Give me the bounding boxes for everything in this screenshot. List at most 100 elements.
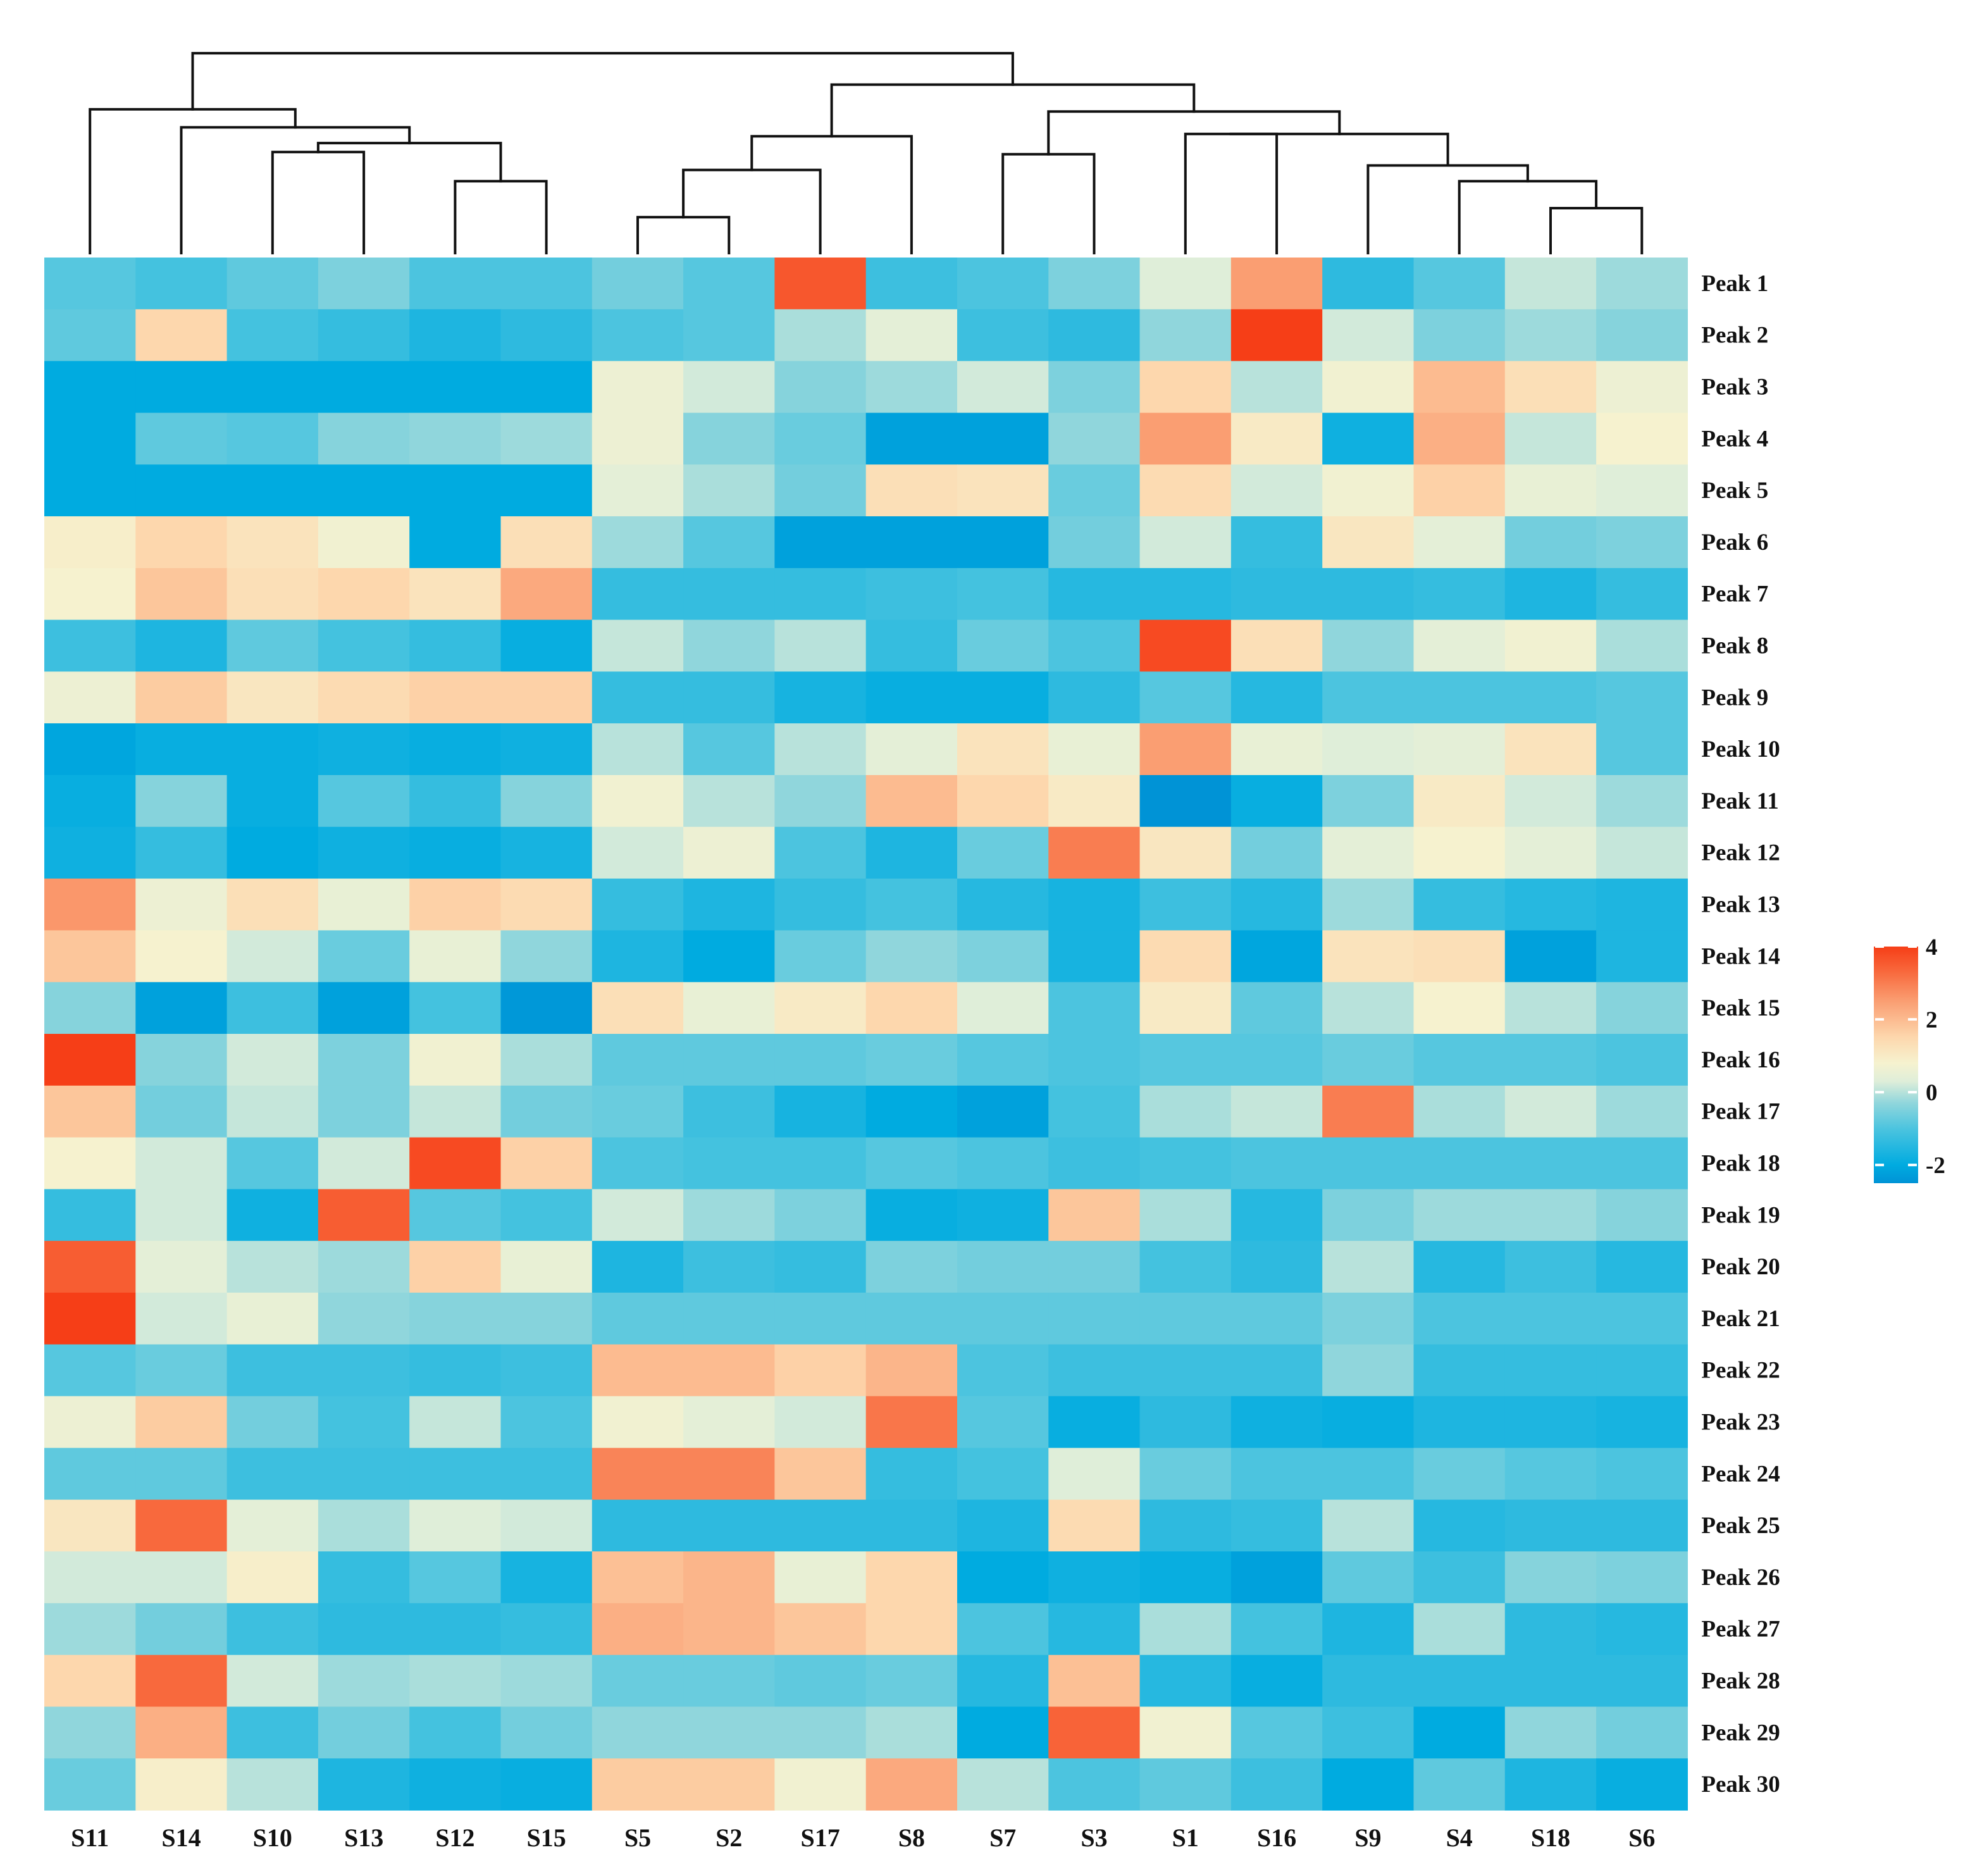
heatmap-cell xyxy=(774,1500,867,1552)
heatmap-cell xyxy=(1322,1137,1415,1190)
heatmap-cell xyxy=(1048,723,1141,776)
heatmap-cell xyxy=(1596,1344,1688,1397)
heatmap-cell xyxy=(135,258,228,310)
row-label: Peak 19 xyxy=(1701,1202,1780,1228)
dendrogram-branch xyxy=(1366,164,1529,254)
row-label: Peak 26 xyxy=(1701,1565,1780,1591)
heatmap-cell xyxy=(409,1344,502,1397)
heatmap-cell xyxy=(135,775,228,828)
heatmap-cell xyxy=(226,826,319,879)
heatmap-cell xyxy=(1139,878,1232,931)
heatmap-cell xyxy=(1413,1448,1506,1500)
heatmap-cell xyxy=(1596,1706,1688,1759)
heatmap-cell xyxy=(1596,1551,1688,1604)
heatmap-cell xyxy=(683,309,775,362)
heatmap-cell xyxy=(592,930,684,983)
heatmap-cell xyxy=(1139,1293,1232,1345)
heatmap-cell xyxy=(683,1603,775,1656)
heatmap-cell xyxy=(865,1448,958,1500)
heatmap-cell xyxy=(1048,361,1141,413)
heatmap-cell xyxy=(592,1189,684,1241)
heatmap-cell xyxy=(226,1706,319,1759)
heatmap-cell xyxy=(683,1293,775,1345)
row-label: Peak 6 xyxy=(1701,530,1768,556)
heatmap-cell xyxy=(1596,930,1688,983)
heatmap-cell xyxy=(409,1396,502,1448)
heatmap-cell xyxy=(1322,1655,1415,1707)
heatmap-cell xyxy=(500,464,593,517)
heatmap-cell xyxy=(135,930,228,983)
heatmap-cell xyxy=(135,1293,228,1345)
heatmap-cell xyxy=(1504,1500,1597,1552)
heatmap-cell xyxy=(1596,1396,1688,1448)
heatmap-cell xyxy=(774,1706,867,1759)
heatmap-cell xyxy=(318,1551,410,1604)
heatmap-cell xyxy=(1504,1137,1597,1190)
heatmap-cell xyxy=(774,568,867,621)
heatmap-cell xyxy=(865,1655,958,1707)
heatmap-cell xyxy=(774,1396,867,1448)
heatmap-cell xyxy=(865,826,958,879)
heatmap-cell xyxy=(957,723,1049,776)
heatmap-cell xyxy=(774,619,867,672)
heatmap-cell xyxy=(135,568,228,621)
heatmap-cell xyxy=(683,1241,775,1293)
column-label: S16 xyxy=(1257,1823,1296,1852)
heatmap-cell xyxy=(1596,878,1688,931)
dendrogram-branch xyxy=(454,180,548,254)
heatmap-cell xyxy=(44,1706,136,1759)
heatmap-cell xyxy=(774,1085,867,1138)
heatmap-cell xyxy=(1048,1085,1141,1138)
column-label: S2 xyxy=(716,1823,742,1852)
heatmap-cell xyxy=(957,1655,1049,1707)
heatmap-cell xyxy=(318,361,410,413)
heatmap-cell xyxy=(865,1603,958,1656)
heatmap-cell xyxy=(774,1034,867,1086)
heatmap-cell xyxy=(1413,775,1506,828)
heatmap-cell xyxy=(44,723,136,776)
heatmap-cell xyxy=(1048,568,1141,621)
heatmap-cell xyxy=(500,982,593,1034)
heatmap-cell xyxy=(135,1137,228,1190)
column-label: S17 xyxy=(800,1823,839,1852)
heatmap-cell xyxy=(865,723,958,776)
row-label: Peak 16 xyxy=(1701,1047,1780,1073)
heatmap-cell xyxy=(44,775,136,828)
heatmap-cell xyxy=(318,775,410,828)
row-label: Peak 8 xyxy=(1701,633,1768,659)
heatmap-cell xyxy=(957,1034,1049,1086)
heatmap-cell xyxy=(318,258,410,310)
heatmap-cell xyxy=(1230,1293,1323,1345)
heatmap-cell xyxy=(226,1189,319,1241)
heatmap-cell xyxy=(318,878,410,931)
heatmap-cell xyxy=(683,1344,775,1397)
heatmap-cell xyxy=(1230,464,1323,517)
heatmap-cell xyxy=(409,1137,502,1190)
color-legend-bar xyxy=(1874,947,1918,1183)
heatmap-cell xyxy=(1139,413,1232,465)
heatmap-cell xyxy=(318,1189,410,1241)
heatmap-cell xyxy=(1230,1758,1323,1811)
heatmap-cell xyxy=(44,361,136,413)
heatmap-cell xyxy=(774,1189,867,1241)
heatmap-cell xyxy=(409,1293,502,1345)
heatmap-cell xyxy=(318,1137,410,1190)
row-label: Peak 11 xyxy=(1701,788,1778,814)
row-label: Peak 22 xyxy=(1701,1358,1780,1384)
heatmap-cell xyxy=(226,464,319,517)
heatmap-cell xyxy=(592,1551,684,1604)
heatmap-cell xyxy=(1139,1396,1232,1448)
heatmap-cell xyxy=(592,1293,684,1345)
heatmap-cell xyxy=(865,258,958,310)
heatmap-cell xyxy=(1413,258,1506,310)
heatmap-cell xyxy=(1139,619,1232,672)
heatmap-cell xyxy=(500,1085,593,1138)
heatmap-cell xyxy=(44,258,136,310)
heatmap-cell xyxy=(774,1758,867,1811)
column-dendrogram xyxy=(89,52,1644,254)
heatmap-cell xyxy=(1048,309,1141,362)
heatmap-cell xyxy=(1504,723,1597,776)
heatmap-cell xyxy=(957,258,1049,310)
heatmap-cell xyxy=(1230,413,1323,465)
heatmap-cell xyxy=(318,1603,410,1656)
